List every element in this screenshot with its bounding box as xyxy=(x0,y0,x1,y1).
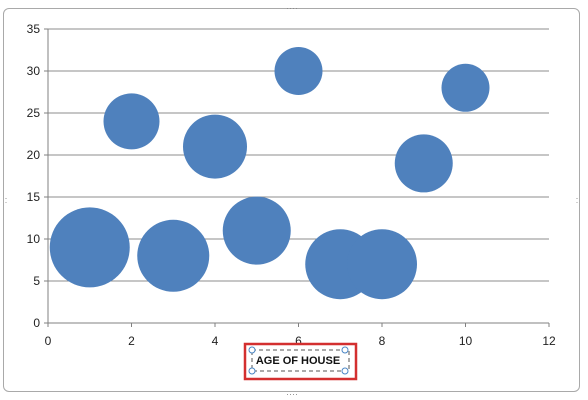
bubble-point[interactable] xyxy=(274,47,323,95)
bubble-point[interactable] xyxy=(347,229,417,300)
y-tick-label: 30 xyxy=(27,64,41,78)
bubble-point[interactable] xyxy=(222,196,291,265)
x-tick-label: 8 xyxy=(379,334,386,348)
tick-labels: 0 5 10 15 20 25 30 35 0 2 4 6 8 10 12 xyxy=(27,22,556,348)
title-selection-box[interactable] xyxy=(251,349,350,372)
y-tick-label: 5 xyxy=(33,274,40,288)
y-tick-label: 10 xyxy=(27,232,41,246)
window-resize-handles[interactable]: ···· ···· : : xyxy=(5,3,579,399)
x-tick-label: 2 xyxy=(128,334,135,348)
x-axis-title[interactable]: AGE OF HOUSE xyxy=(256,355,340,367)
highlight-box xyxy=(243,342,358,381)
selection-handle[interactable] xyxy=(341,367,349,375)
bottom-resize-handle[interactable]: ···· xyxy=(286,389,298,399)
y-tick-label: 20 xyxy=(27,148,41,162)
bubble-point[interactable] xyxy=(394,134,453,193)
bubble-series[interactable] xyxy=(49,47,490,300)
bubble-point[interactable] xyxy=(137,219,210,292)
axes xyxy=(44,28,550,327)
x-tick-label: 6 xyxy=(295,334,302,348)
selection-handle[interactable] xyxy=(248,367,256,375)
y-tick-label: 15 xyxy=(27,190,41,204)
selection-handle[interactable] xyxy=(341,346,349,354)
x-tick-label: 10 xyxy=(459,334,473,348)
x-tick-label: 12 xyxy=(542,334,556,348)
y-tick-label: 0 xyxy=(33,316,40,330)
selection-handle[interactable] xyxy=(248,346,256,354)
y-tick-label: 35 xyxy=(27,22,41,36)
right-resize-handle[interactable]: : xyxy=(576,195,579,205)
bubble-point[interactable] xyxy=(49,207,130,288)
y-tick-label: 25 xyxy=(27,106,41,120)
x-axis-title-group[interactable]: AGE OF HOUSE xyxy=(243,342,358,381)
top-resize-handle[interactable]: ···· xyxy=(286,3,298,13)
x-tick-label: 4 xyxy=(212,334,219,348)
left-resize-handle[interactable]: : xyxy=(5,195,8,205)
bubble-point[interactable] xyxy=(103,93,160,150)
bubble-point[interactable] xyxy=(183,114,247,179)
x-tick-label: 0 xyxy=(45,334,52,348)
bubble-point[interactable] xyxy=(441,63,490,112)
